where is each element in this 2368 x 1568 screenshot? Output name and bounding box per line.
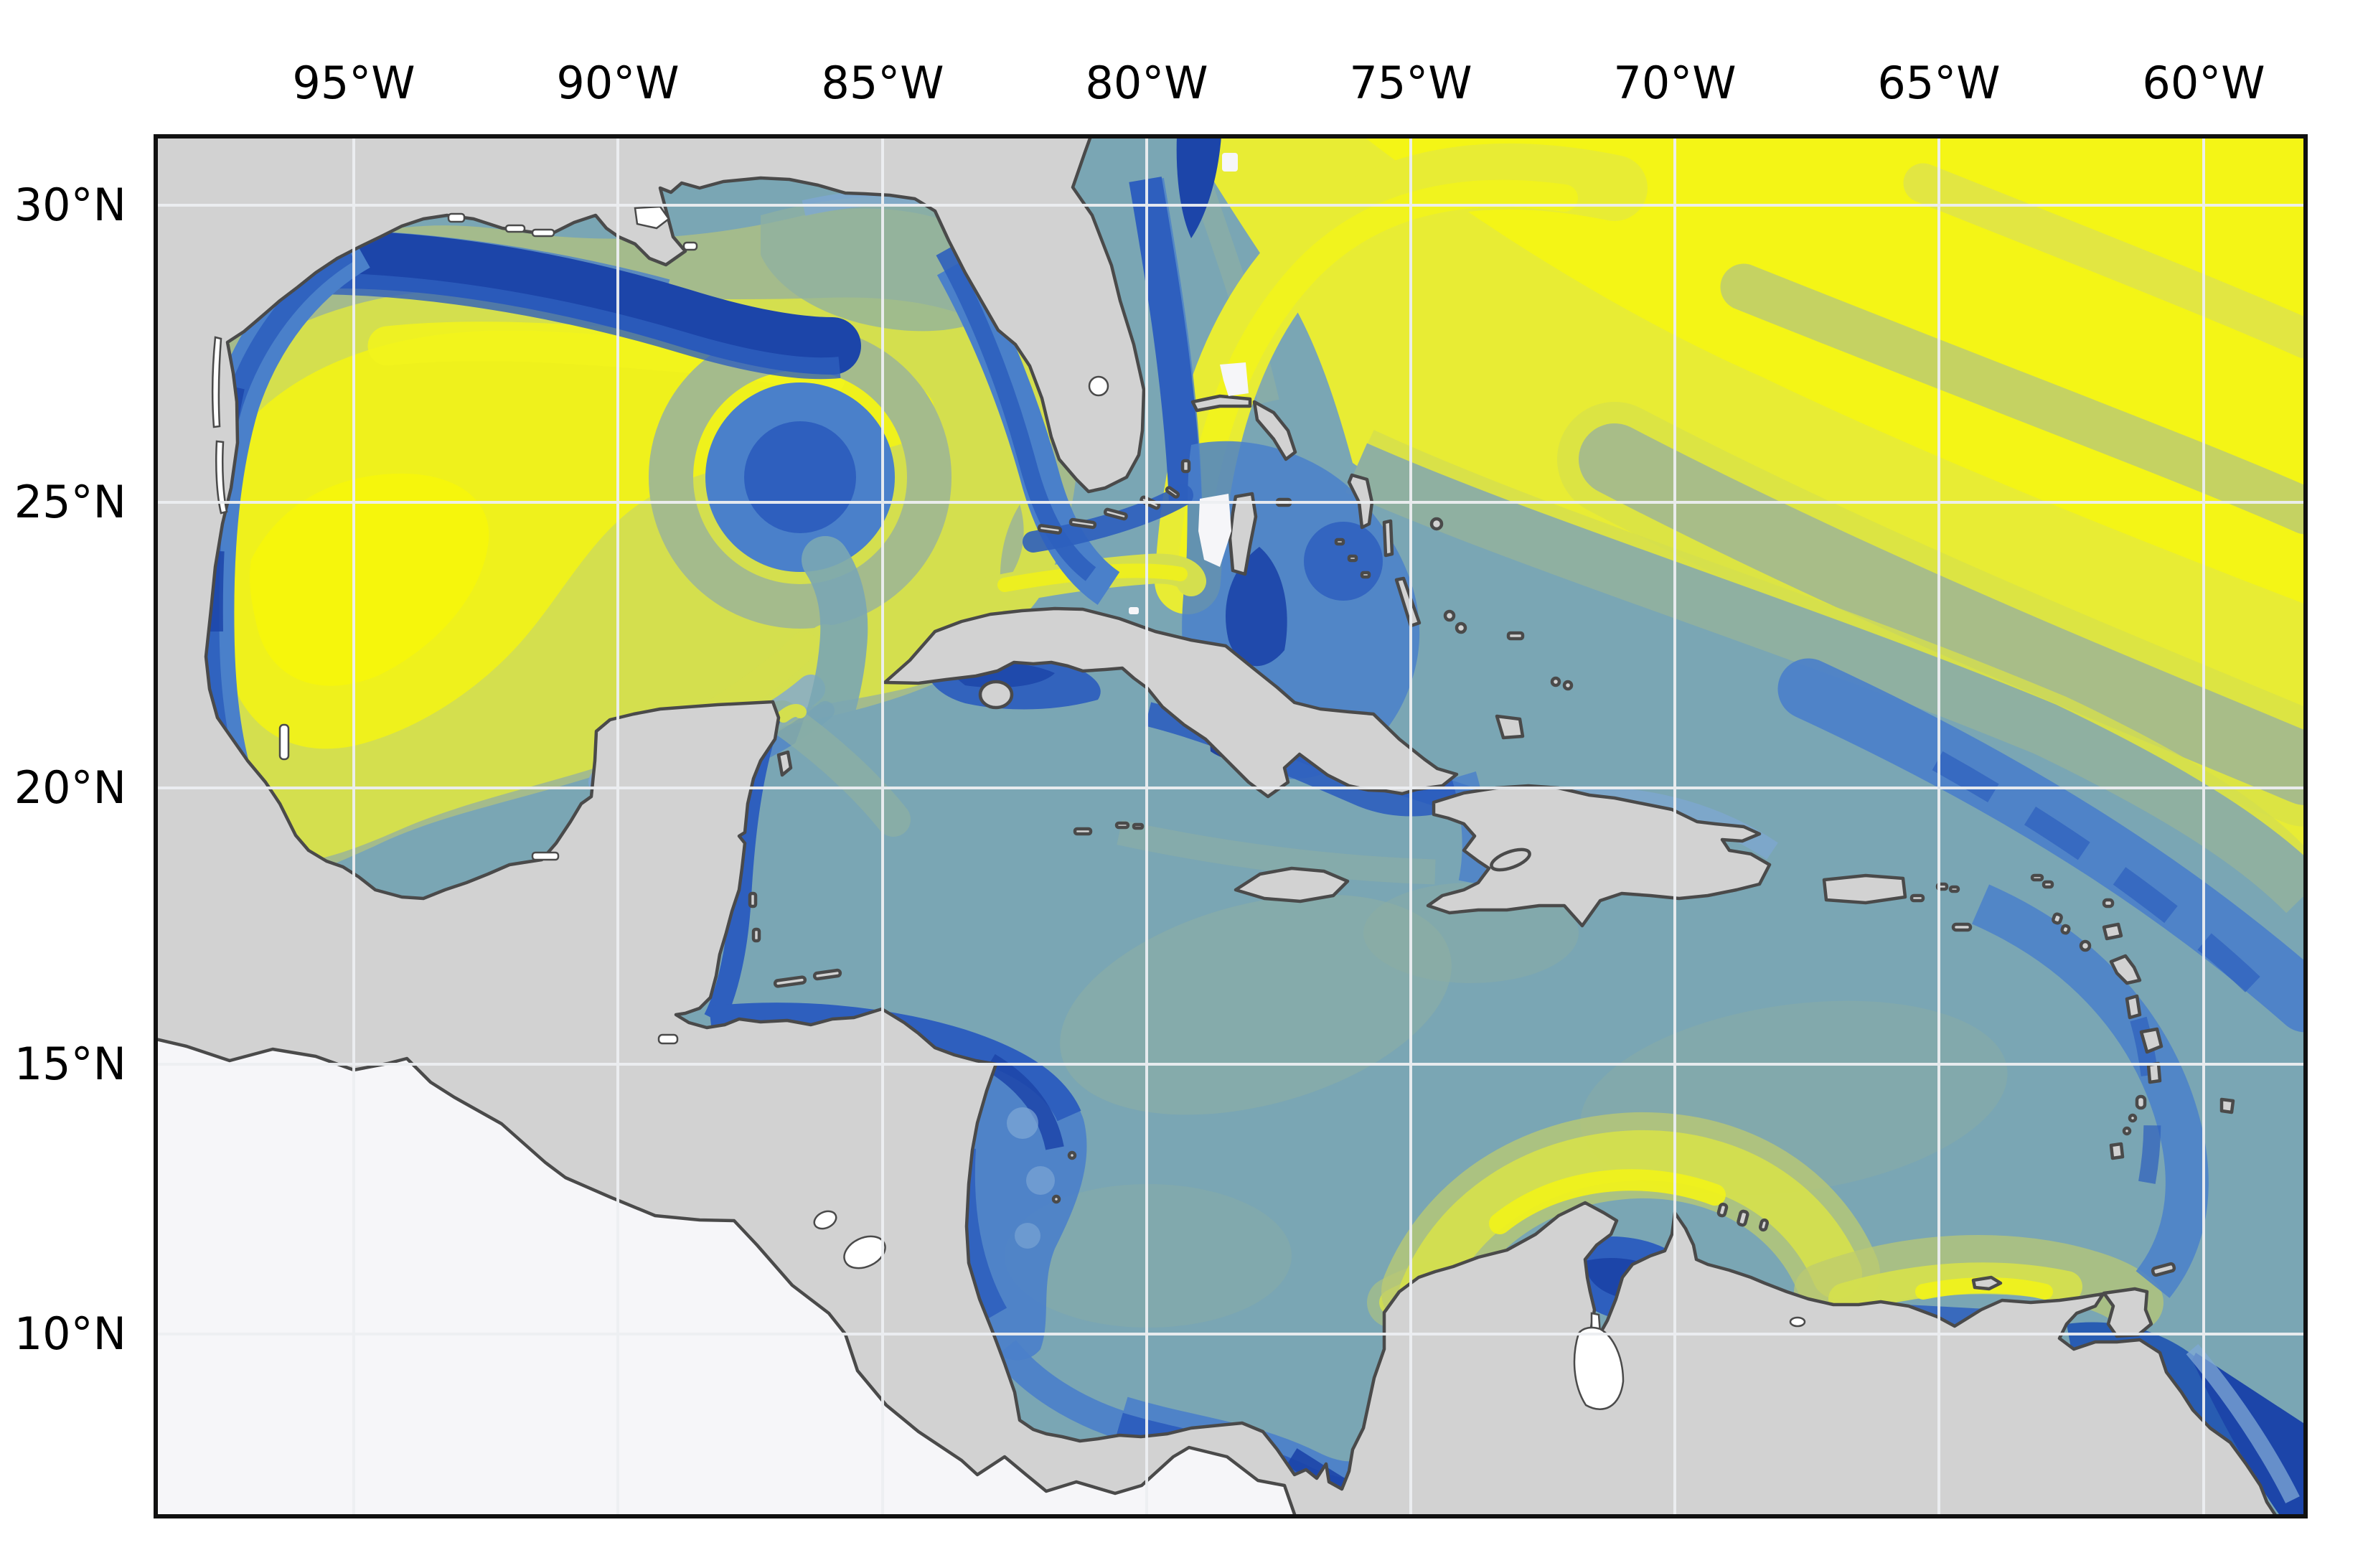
puerto-rico: [1822, 873, 1907, 905]
yucatan-belize-offshore-islands: [748, 750, 842, 988]
isla-de-la-juventud: [978, 680, 1014, 710]
x-tick-95w: 95°W: [292, 57, 415, 109]
hispaniola: [1426, 784, 1772, 928]
plot-area: [156, 136, 2306, 1516]
great-bahama-bank: [1198, 494, 1231, 567]
x-tick-85w: 85°W: [821, 57, 944, 109]
graticule-gridlines: [156, 136, 2306, 1516]
nicaragua-rise-shelf-water: [718, 1010, 1087, 1361]
atlantic-water: [1188, 136, 2306, 1033]
lake-valencia: [1789, 1316, 1806, 1328]
lake-nicaragua: [843, 1235, 886, 1269]
x-tick-60w: 60°W: [2142, 57, 2265, 109]
jamaica: [1234, 866, 1350, 903]
pacific-no-data-region: [156, 1039, 1295, 1516]
antilles-atlantic-blue-band: [1971, 884, 2209, 1298]
x-tick-70w: 70°W: [1613, 57, 1737, 109]
y-tick-20n: 20°N: [14, 761, 126, 814]
x-tick-90w: 90°W: [556, 57, 680, 109]
louisiana-slope-dark-band: [309, 231, 861, 375]
lake-maracaibo: [1573, 1326, 1625, 1410]
gonave-island: [1490, 848, 1531, 872]
y-tick-30n: 30°N: [14, 179, 126, 231]
lakes-and-banks: [212, 153, 1806, 1410]
plot-border: [154, 134, 2308, 1518]
providencia-island: [1067, 1150, 1077, 1160]
lake-pontchartrain: [634, 205, 670, 230]
lake-managua: [813, 1210, 837, 1230]
cay-sal-bank: [1129, 607, 1139, 614]
trinidad: [2102, 1287, 2153, 1338]
x-tick-65w: 65°W: [1877, 57, 2001, 109]
lake-izabal: [657, 1033, 679, 1045]
y-tick-15n: 15°N: [14, 1038, 126, 1090]
x-tick-75w: 75°W: [1349, 57, 1472, 109]
x-tick-80w: 80°W: [1085, 57, 1208, 109]
cuba: [883, 606, 1459, 799]
florida-keys: [1037, 486, 1180, 535]
cayman-islands: [1073, 821, 1145, 836]
y-tick-25n: 25°N: [14, 476, 126, 528]
y-tick-10n: 10°N: [14, 1308, 126, 1360]
lake-okeechobee: [1088, 375, 1109, 397]
san-andres-island: [1051, 1194, 1061, 1204]
little-bahama-bank: [1220, 362, 1249, 396]
